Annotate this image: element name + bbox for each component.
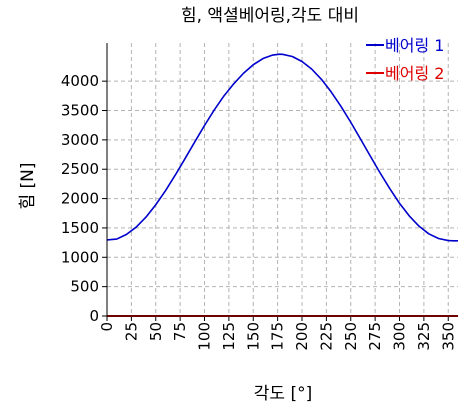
- y-tick-label: 500: [70, 278, 99, 296]
- y-tick-label: 3500: [61, 102, 99, 120]
- y-axis-label: 힘 [N]: [18, 162, 38, 209]
- y-tick-label: 3000: [61, 131, 99, 149]
- x-tick-label: 150: [244, 322, 262, 351]
- y-tick-label: 1500: [61, 219, 99, 237]
- x-tick-labels: 0 25 50 75 100 125 150 175 200 225 250 275 300 325 350: [98, 322, 457, 351]
- grid: [102, 43, 458, 321]
- y-tick-label: 4000: [61, 72, 99, 90]
- x-tick-label: 0: [98, 322, 116, 332]
- x-tick-label: 350: [439, 322, 457, 351]
- y-tick-label: 2500: [61, 160, 99, 178]
- axes: [106, 43, 458, 317]
- series-line-1: [106, 53, 458, 242]
- chart-title: 힘, 액셜베어링,각도 대비: [181, 6, 359, 26]
- x-tick-label: 200: [293, 322, 311, 351]
- x-tick-label: 300: [391, 322, 409, 351]
- y-tick-label: 0: [89, 307, 99, 325]
- x-tick-label: 25: [122, 322, 140, 341]
- legend-label-1: 베어링 1: [385, 36, 444, 55]
- legend-label-2: 베어링 2: [385, 64, 444, 83]
- series-lines: [106, 53, 458, 317]
- x-tick-label: 250: [342, 322, 360, 351]
- x-tick-label: 75: [171, 322, 189, 341]
- x-tick-label: 50: [147, 322, 165, 341]
- x-axis-label: 각도 [°]: [254, 384, 312, 404]
- legend: 베어링 1 베어링 2: [366, 36, 444, 83]
- x-tick-label: 175: [269, 322, 287, 351]
- x-tick-label: 100: [196, 322, 214, 351]
- y-tick-label: 2000: [61, 190, 99, 208]
- y-tick-labels: 0 500 1000 1500 2000 2500 3000 3500 4000: [61, 72, 99, 325]
- y-tick-label: 1000: [61, 248, 99, 266]
- x-tick-label: 325: [415, 322, 433, 351]
- x-tick-label: 225: [317, 322, 335, 351]
- x-tick-label: 125: [220, 322, 238, 351]
- x-tick-label: 275: [366, 322, 384, 351]
